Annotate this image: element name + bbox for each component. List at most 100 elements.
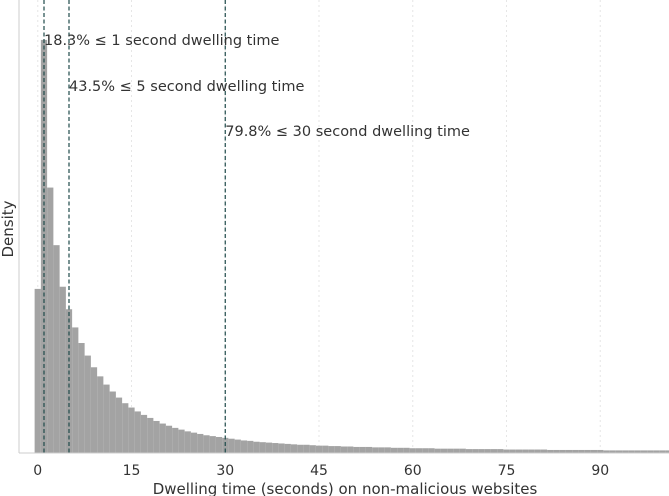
histogram-bar (578, 449, 585, 453)
histogram-bar (78, 343, 85, 453)
reference-line-label: 79.8% ≤ 30 second dwelling time (225, 124, 470, 140)
histogram-bar (378, 447, 385, 453)
histogram-bar (484, 449, 491, 453)
histogram-bar (159, 423, 166, 453)
annotations: 18.3% ≤ 1 second dwelling time 43.5% ≤ 5 … (44, 33, 470, 140)
histogram-bar (178, 429, 185, 453)
histogram-bar (53, 245, 60, 453)
histogram-bar (453, 448, 460, 453)
histogram-bar (253, 441, 260, 453)
histogram-bar (365, 446, 373, 453)
histogram-bar (347, 446, 354, 453)
histogram-bar (297, 444, 304, 453)
reference-line-label: 43.5% ≤ 5 second dwelling time (69, 79, 304, 95)
histogram-bar (103, 384, 110, 453)
histogram-bar (434, 448, 441, 453)
histogram-bar (209, 436, 216, 453)
x-tick-label: 0 (33, 463, 42, 479)
histogram-bar (440, 448, 448, 453)
histogram-bar (465, 449, 473, 453)
histogram-bar (309, 445, 316, 453)
histogram-bar (334, 446, 341, 453)
histogram-bar (659, 450, 666, 453)
histogram-bar (40, 39, 48, 453)
histogram-bar (372, 447, 379, 453)
histogram-bar (590, 449, 598, 453)
histogram-bar (572, 449, 579, 453)
histogram-bar (409, 448, 416, 453)
histogram-bar (128, 407, 135, 453)
histogram-bar (597, 449, 604, 453)
histogram-bar (384, 447, 391, 453)
grid-layer (37, 0, 601, 453)
histogram-bar (272, 443, 279, 453)
histogram-bar (509, 449, 516, 453)
histogram-bar (490, 449, 498, 453)
histogram-bar (565, 449, 573, 453)
reference-line-label: 18.3% ≤ 1 second dwelling time (44, 33, 279, 49)
histogram-bar (622, 450, 629, 453)
histogram-bar (515, 449, 523, 453)
histogram-bar (609, 450, 616, 453)
x-tick-label: 15 (123, 463, 141, 479)
x-axis-label: Dwelling time (seconds) on non-malicious… (153, 480, 538, 496)
histogram-bar (340, 446, 348, 453)
histogram-bar (478, 449, 485, 453)
x-tick-label: 90 (591, 463, 609, 479)
histogram-bar (497, 449, 504, 453)
histogram-bar (584, 449, 591, 453)
histogram-bar (115, 397, 123, 453)
histogram-bar (628, 450, 635, 453)
x-tick-label: 60 (404, 463, 422, 479)
histogram-bar (153, 420, 160, 453)
histogram-bar (140, 414, 148, 453)
histogram-bar (234, 439, 241, 453)
x-tick-label: 30 (216, 463, 234, 479)
histogram-bar (259, 442, 266, 453)
histogram-bar (647, 450, 654, 453)
histogram-bar (72, 327, 79, 453)
x-tick-label: 75 (498, 463, 516, 479)
histogram-bar (122, 403, 129, 453)
histogram-bar (59, 286, 66, 453)
y-axis-label: Density (0, 200, 17, 257)
histogram-bar (328, 446, 335, 453)
histogram-bar (353, 446, 360, 453)
histogram-bar (403, 447, 410, 453)
histogram-bar (184, 431, 191, 453)
histogram-bar (547, 449, 554, 453)
histogram-bar (459, 448, 466, 453)
x-tick-label: 45 (310, 463, 328, 479)
histogram-bar (503, 449, 510, 453)
histogram-bar (97, 376, 104, 453)
histogram-bar (278, 443, 285, 453)
histogram-bar (197, 433, 204, 453)
histogram-bar (634, 450, 641, 453)
histogram-bar (322, 445, 329, 453)
histogram-bar (422, 448, 429, 453)
histogram-bar (640, 450, 648, 453)
histogram-bar (397, 447, 404, 453)
histogram-bar (528, 449, 535, 453)
histogram-bar (47, 187, 54, 454)
histogram-bar (553, 449, 560, 453)
histogram-bar (228, 438, 235, 453)
histogram-bar (428, 448, 435, 453)
histogram-bar (290, 444, 298, 453)
histogram-bar (284, 443, 291, 453)
histogram-bar (447, 448, 454, 453)
histogram-bar (540, 449, 548, 453)
histogram-bar (665, 450, 669, 453)
histogram-bar (303, 444, 310, 453)
histogram-bar (84, 355, 91, 453)
histogram-bar (190, 432, 198, 453)
histogram-bar (534, 449, 541, 453)
histogram-bar (415, 448, 423, 453)
histogram-bars (34, 39, 669, 454)
histogram-bar (65, 309, 73, 453)
histogram-bar (109, 391, 116, 453)
histogram-bar (359, 446, 366, 453)
histogram-bar (653, 450, 660, 453)
histogram-bar (134, 411, 141, 453)
